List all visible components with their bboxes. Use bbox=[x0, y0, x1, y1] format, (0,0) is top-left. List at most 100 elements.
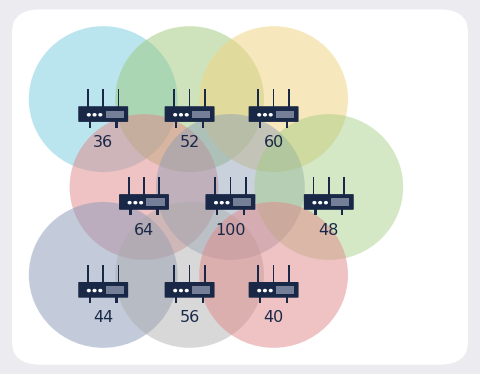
Circle shape bbox=[180, 289, 182, 292]
Bar bbox=[257, 89, 259, 107]
Bar bbox=[243, 209, 245, 215]
Bar bbox=[115, 297, 118, 303]
Bar bbox=[328, 177, 330, 195]
Bar bbox=[276, 111, 294, 118]
Circle shape bbox=[220, 202, 223, 204]
Circle shape bbox=[99, 289, 102, 292]
Bar bbox=[118, 265, 120, 283]
Circle shape bbox=[324, 202, 327, 204]
Ellipse shape bbox=[70, 114, 218, 260]
Circle shape bbox=[93, 289, 96, 292]
Circle shape bbox=[180, 114, 182, 116]
Ellipse shape bbox=[199, 202, 348, 348]
Ellipse shape bbox=[29, 26, 178, 172]
Bar bbox=[202, 297, 204, 303]
Bar bbox=[229, 177, 231, 195]
FancyBboxPatch shape bbox=[165, 282, 215, 298]
Circle shape bbox=[264, 289, 266, 292]
Bar bbox=[341, 209, 344, 215]
Circle shape bbox=[226, 202, 229, 204]
Circle shape bbox=[269, 289, 272, 292]
Ellipse shape bbox=[29, 202, 178, 348]
FancyBboxPatch shape bbox=[304, 194, 354, 210]
FancyBboxPatch shape bbox=[78, 282, 128, 298]
Bar bbox=[156, 209, 158, 215]
Bar bbox=[288, 265, 290, 283]
FancyBboxPatch shape bbox=[12, 9, 468, 365]
Bar bbox=[175, 297, 178, 303]
Ellipse shape bbox=[115, 202, 264, 348]
Ellipse shape bbox=[115, 26, 264, 172]
Circle shape bbox=[134, 202, 137, 204]
Bar bbox=[288, 89, 290, 107]
Bar bbox=[173, 265, 175, 283]
Bar bbox=[202, 121, 204, 128]
Circle shape bbox=[313, 202, 316, 204]
Bar bbox=[286, 297, 288, 303]
Bar bbox=[192, 286, 210, 294]
Circle shape bbox=[185, 114, 188, 116]
Circle shape bbox=[319, 202, 322, 204]
Bar bbox=[87, 265, 89, 283]
Bar bbox=[128, 177, 130, 195]
Text: 60: 60 bbox=[264, 135, 284, 150]
Bar bbox=[276, 286, 294, 294]
Bar bbox=[314, 209, 317, 215]
Bar bbox=[106, 286, 124, 294]
Text: 44: 44 bbox=[93, 310, 113, 325]
Circle shape bbox=[185, 289, 188, 292]
Bar bbox=[102, 89, 104, 107]
Text: 56: 56 bbox=[180, 310, 200, 325]
Bar bbox=[88, 297, 91, 303]
Bar bbox=[312, 177, 314, 195]
Text: 48: 48 bbox=[319, 223, 339, 237]
Bar bbox=[143, 177, 145, 195]
Bar bbox=[259, 297, 261, 303]
Circle shape bbox=[174, 114, 177, 116]
Bar bbox=[129, 209, 132, 215]
Bar bbox=[331, 198, 349, 206]
Bar bbox=[245, 177, 247, 195]
Ellipse shape bbox=[156, 114, 305, 260]
Bar bbox=[233, 198, 251, 206]
Bar bbox=[118, 89, 120, 107]
FancyBboxPatch shape bbox=[249, 282, 299, 298]
Bar bbox=[102, 265, 104, 283]
Bar bbox=[343, 177, 345, 195]
Circle shape bbox=[140, 202, 143, 204]
Bar bbox=[257, 265, 259, 283]
Ellipse shape bbox=[254, 114, 403, 260]
Bar bbox=[175, 121, 178, 128]
Text: 52: 52 bbox=[180, 135, 200, 150]
Bar bbox=[273, 265, 275, 283]
Circle shape bbox=[269, 114, 272, 116]
Bar bbox=[146, 198, 165, 206]
Bar bbox=[173, 89, 175, 107]
Bar bbox=[214, 177, 216, 195]
FancyBboxPatch shape bbox=[78, 106, 128, 122]
Bar bbox=[259, 121, 261, 128]
Circle shape bbox=[264, 114, 266, 116]
FancyBboxPatch shape bbox=[249, 106, 299, 122]
Bar bbox=[88, 121, 91, 128]
Bar bbox=[158, 177, 160, 195]
FancyBboxPatch shape bbox=[119, 194, 169, 210]
Bar bbox=[192, 111, 210, 118]
Bar bbox=[273, 89, 275, 107]
FancyBboxPatch shape bbox=[205, 194, 255, 210]
Text: 40: 40 bbox=[264, 310, 284, 325]
Bar bbox=[189, 265, 191, 283]
Text: 64: 64 bbox=[134, 223, 154, 237]
Bar bbox=[216, 209, 218, 215]
Bar bbox=[204, 89, 206, 107]
Circle shape bbox=[174, 289, 177, 292]
Circle shape bbox=[258, 289, 261, 292]
Bar bbox=[286, 121, 288, 128]
Circle shape bbox=[93, 114, 96, 116]
Bar bbox=[204, 265, 206, 283]
Bar bbox=[189, 89, 191, 107]
Bar bbox=[87, 89, 89, 107]
Circle shape bbox=[87, 114, 90, 116]
Ellipse shape bbox=[199, 26, 348, 172]
FancyBboxPatch shape bbox=[165, 106, 215, 122]
